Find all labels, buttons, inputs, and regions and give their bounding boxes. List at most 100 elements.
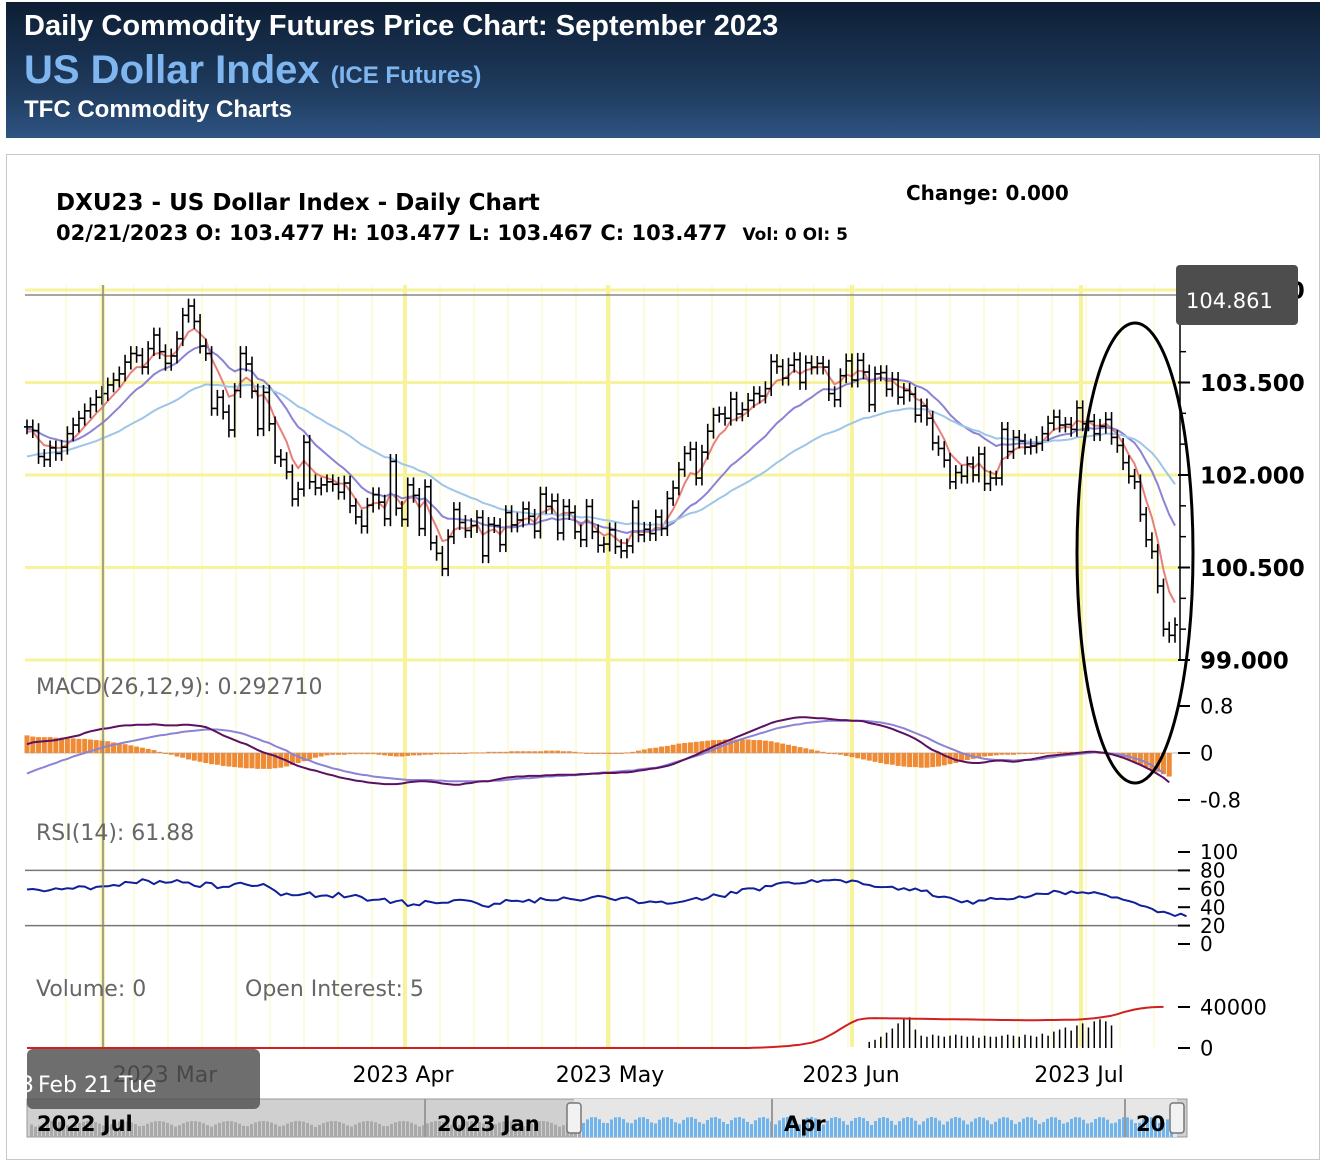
- macd-histogram-bar: [820, 751, 826, 753]
- macd-histogram-bar: [809, 749, 815, 753]
- navigator-bar: [1118, 1119, 1121, 1137]
- macd-histogram-bar: [1160, 753, 1166, 775]
- macd-histogram-bar: [693, 741, 699, 753]
- navigator-bar: [326, 1121, 329, 1137]
- navigator-bar: [46, 1121, 49, 1137]
- navigator-bar: [1046, 1118, 1049, 1137]
- instrument-label: US Dollar Index: [24, 48, 320, 92]
- macd-histogram-bar: [145, 748, 151, 753]
- navigator-bar: [838, 1118, 841, 1137]
- navigator-bar: [898, 1121, 901, 1137]
- instrument-name: US Dollar Index (ICE Futures): [24, 48, 481, 93]
- macd-histogram-bar: [745, 739, 751, 753]
- navigator-bar: [42, 1123, 45, 1137]
- navigator-bar: [150, 1122, 153, 1137]
- navigator-bar: [1138, 1122, 1141, 1137]
- rsi-axis-label: 60: [1200, 877, 1225, 901]
- macd-histogram-bar: [226, 753, 232, 767]
- macd-histogram-bar: [82, 738, 88, 753]
- macd-histogram-bar: [924, 753, 930, 768]
- macd-histogram-bar: [214, 753, 220, 765]
- navigator-bar: [994, 1121, 997, 1137]
- navigator-bar: [86, 1121, 89, 1137]
- vol-oi-values: Vol: 0 OI: 5: [742, 225, 848, 245]
- macd-histogram-bar: [87, 739, 93, 753]
- macd-histogram-bar: [1062, 751, 1068, 753]
- macd-histogram-bar: [1022, 753, 1028, 755]
- navigator-bar: [290, 1122, 293, 1137]
- rsi-layer: [26, 878, 1187, 918]
- change-label: Change: 0.000: [906, 181, 1069, 205]
- macd-histogram-bar: [976, 753, 982, 758]
- navigator-bar: [90, 1121, 93, 1137]
- navigator-bar: [342, 1123, 345, 1137]
- chart-title: DXU23 - US Dollar Index - Daily Chart: [56, 190, 540, 216]
- navigator-bar: [858, 1117, 861, 1137]
- macd-histogram-bar: [595, 753, 601, 754]
- navigator-bar: [106, 1126, 109, 1137]
- navigator-bar: [130, 1122, 133, 1137]
- macd-histogram-bar: [336, 753, 342, 755]
- navigator-right-handle[interactable]: [1169, 1102, 1185, 1134]
- exchange-label: (ICE Futures): [330, 62, 482, 89]
- macd-histogram-bar: [872, 753, 878, 762]
- macd-histogram-bar: [134, 746, 140, 753]
- navigator-bar: [746, 1121, 749, 1137]
- macd-histogram-bar: [1005, 753, 1011, 755]
- navigator-label: Apr: [784, 1112, 826, 1136]
- navigator-bar: [550, 1122, 553, 1137]
- macd-histogram-bar: [837, 753, 843, 755]
- navigator-bar: [142, 1125, 145, 1137]
- open-interest-label: Open Interest: 5: [245, 977, 424, 1002]
- macd-signal-line: [26, 719, 1165, 783]
- macd-histogram-bar: [1137, 753, 1143, 765]
- macd-histogram-bar: [682, 743, 688, 753]
- navigator-bar: [562, 1125, 565, 1137]
- navigator-bar: [958, 1117, 961, 1137]
- macd-histogram-bar: [1034, 753, 1040, 754]
- navigator-bar: [494, 1124, 497, 1137]
- navigator-bar: [594, 1117, 597, 1137]
- navigator-left-handle[interactable]: [566, 1102, 582, 1134]
- navigator-bar: [886, 1118, 889, 1137]
- macd-histogram-bar: [832, 753, 838, 755]
- navigator-bar: [1042, 1122, 1045, 1137]
- navigator-bar: [482, 1123, 485, 1137]
- macd-histogram-bar: [122, 744, 128, 753]
- navigator-bar: [370, 1121, 373, 1137]
- navigator-bar: [282, 1125, 285, 1137]
- macd-histogram-bar: [416, 753, 422, 756]
- navigator-bar: [1106, 1119, 1109, 1137]
- navigator-bar: [890, 1120, 893, 1137]
- macd-histogram-bar: [526, 751, 532, 753]
- macd-histogram-bar: [803, 748, 809, 753]
- date-tooltip-cutoff: 3: [20, 1073, 34, 1098]
- navigator-bar: [830, 1117, 833, 1137]
- navigator-bar: [314, 1126, 317, 1137]
- grid-layer: [25, 285, 1180, 1047]
- navigator-bar: [694, 1118, 697, 1137]
- macd-histogram-bar: [901, 753, 907, 767]
- macd-histogram-bar: [428, 753, 434, 755]
- navigator-bar: [126, 1121, 129, 1137]
- navigator-bar: [1134, 1123, 1137, 1137]
- macd-label: MACD(26,12,9): 0.292710: [36, 675, 322, 700]
- macd-histogram-bar: [826, 753, 832, 754]
- last-price-tag: 104.861: [1176, 265, 1298, 325]
- macd-histogram-bar: [405, 753, 411, 756]
- volume-axis-label: 40000: [1200, 996, 1267, 1020]
- macd-histogram-bar: [359, 753, 365, 755]
- navigator-label: 2023 Jan: [437, 1112, 540, 1136]
- macd-histogram-bar: [157, 751, 163, 753]
- navigator-bar: [810, 1117, 813, 1137]
- macd-histogram-bar: [111, 742, 117, 753]
- macd-axis-label: 0.8: [1200, 695, 1233, 719]
- navigator-bar: [206, 1125, 209, 1137]
- navigator-bar: [686, 1117, 689, 1137]
- navigator-bar: [618, 1117, 621, 1137]
- navigator-bar: [1114, 1122, 1117, 1137]
- macd-histogram-bar: [116, 743, 122, 753]
- macd-histogram-bar: [1149, 753, 1155, 770]
- macd-histogram-bar: [491, 751, 497, 753]
